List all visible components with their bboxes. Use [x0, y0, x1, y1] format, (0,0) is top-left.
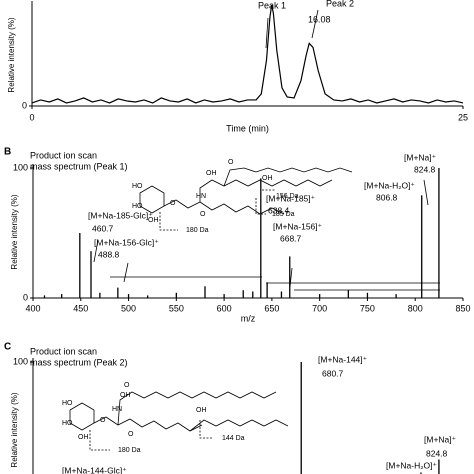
structure-label: OH [148, 217, 159, 224]
x-tick-label: 25 [458, 112, 468, 122]
ion-label: [M+Na-185-Glc]⁺ [88, 210, 153, 220]
x-tick-label: 700 [312, 303, 327, 313]
mz-label: 824.8 [426, 448, 448, 458]
mz-label: 668.7 [280, 233, 302, 243]
y-tick-label: 100 [13, 356, 28, 366]
x-axis-label: m/z [241, 313, 256, 323]
structure-b [139, 167, 353, 231]
x-tick-label: 450 [73, 303, 88, 313]
arrows [93, 9, 440, 291]
panel-label: B [4, 147, 11, 158]
panel-title: Product ion scan [30, 346, 97, 356]
structure-label: OH [206, 170, 217, 177]
ion-label: [M+Na-185]⁺ [266, 193, 316, 203]
mz-label: 680.7 [322, 368, 344, 378]
structure-label: O [170, 200, 176, 207]
x-tick-label: 600 [217, 303, 232, 313]
y-axis-label: Relative intensity (%) [10, 194, 19, 269]
structure-label: 185 Da [272, 211, 295, 218]
y-axis-label: Relative intensity (%) [7, 17, 16, 92]
annotation: 16.08 [308, 14, 331, 24]
ion-label: [M+Na-H₂O]⁺ [386, 460, 438, 470]
ion-label: [M+Na-144-Glc]⁺ [62, 465, 127, 474]
panel-title: mass spectrum (Peak 2) [30, 357, 128, 367]
x-axis-label: Time (min) [226, 123, 269, 133]
structure-label: HO [62, 420, 73, 427]
structure-label: 180 Da [186, 227, 209, 234]
x-tick-label: 750 [360, 303, 375, 313]
structure-label: HO [62, 400, 73, 407]
mz-label: 806.8 [376, 192, 398, 202]
mz-label: 460.7 [92, 223, 114, 233]
structure-label: 144 Da [222, 435, 245, 442]
structure-label: HN [112, 406, 122, 413]
structure-label: O [228, 159, 234, 166]
panel-title: Product ion scan [30, 150, 97, 160]
mz-label: 488.8 [98, 249, 120, 259]
ion-label: [M+Na-156-Glc]⁺ [94, 237, 159, 247]
ion-label: [M+Na]⁺ [404, 152, 437, 162]
structure-label: 180 Da [118, 447, 141, 454]
structure-label: HN [196, 193, 206, 200]
ion-label: [M+Na-H₂O]⁺ [364, 180, 416, 190]
mz-label: 638.4 [268, 205, 290, 215]
structure-label: OH [262, 175, 273, 182]
annotation: Peak 1 [258, 0, 286, 10]
x-tick-label: 650 [264, 303, 279, 313]
structure-label: 156 Da [276, 193, 299, 200]
structure-c [69, 391, 289, 451]
x-tick-label: 800 [408, 303, 423, 313]
y-tick-label: 100 [13, 162, 28, 172]
ion-label: [M+Na-156]⁺ [273, 221, 323, 231]
y-axis-label: Relative intensity (%) [10, 392, 19, 467]
panel-title: mass spectrum (Peak 1) [30, 161, 128, 171]
structure-label: OH [196, 407, 207, 414]
x-tick-label: 0 [29, 112, 34, 122]
structure-label: O [100, 417, 106, 424]
structure-label: OH [78, 434, 89, 441]
structure-label: HO [132, 203, 143, 210]
structure-label: O [124, 382, 130, 389]
structure-label: O [128, 431, 134, 438]
ion-label: [M+Na]⁺ [424, 434, 457, 444]
mz-label: 824.8 [414, 164, 436, 174]
x-tick-label: 850 [455, 303, 470, 313]
annotation: Peak 2 [326, 0, 354, 8]
structure-label: HO [132, 183, 143, 190]
ion-label: [M+Na-144]⁺ [318, 354, 368, 364]
structure-label: OH [120, 392, 131, 399]
x-tick-label: 550 [169, 303, 184, 313]
y-tick-label: 0 [22, 100, 27, 110]
chromatogram-trace [31, 4, 464, 104]
structure-label: O [200, 211, 206, 218]
mz-label: 806.0 [398, 472, 420, 474]
y-tick-label: 0 [23, 292, 28, 302]
x-tick-label: 500 [121, 303, 136, 313]
panel-label: C [4, 342, 11, 353]
x-tick-label: 400 [25, 303, 40, 313]
